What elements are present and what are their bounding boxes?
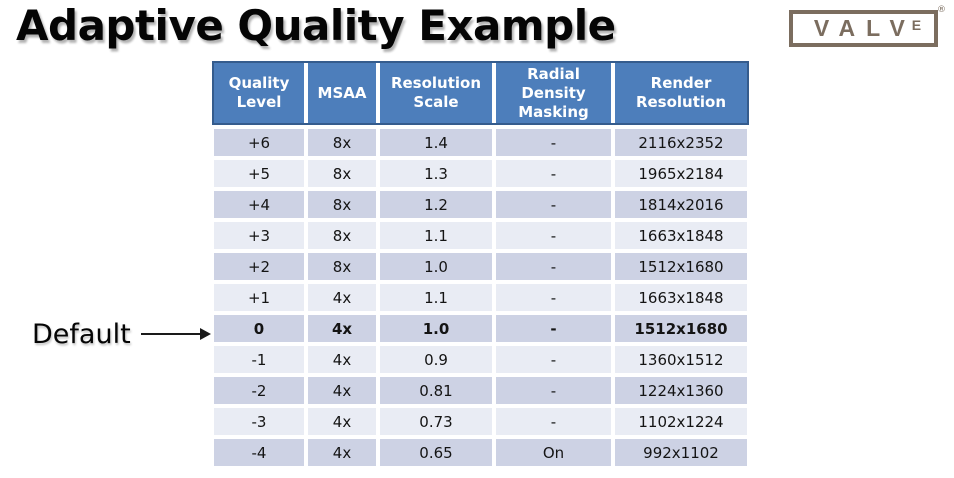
table-cell: On [496,439,611,466]
header-cell: Quality Level [214,63,304,123]
table-header-row: Quality Level MSAA Resolution Scale Radial … [212,61,749,125]
table-cell: -3 [214,408,304,435]
table-cell: 8x [308,191,376,218]
table-cell: 4x [308,439,376,466]
table-cell: 4x [308,315,376,342]
table-cell: 1.0 [380,253,492,280]
table-cell: 1102x1224 [615,408,747,435]
quality-table: Quality Level MSAA Resolution Scale Radial … [212,61,954,466]
page-title: Adaptive Quality Example [16,1,616,50]
valve-logo-box: VALV E [789,10,938,47]
table-cell: 4x [308,408,376,435]
table-cell: 8x [308,253,376,280]
table-cell: - [496,346,611,373]
table-cell: +2 [214,253,304,280]
table-cell: +6 [214,129,304,156]
table-cell: 1512x1680 [615,253,747,280]
table-cell: 1.0 [380,315,492,342]
table-cell: - [496,315,611,342]
default-arrow-head-icon [200,328,211,340]
table-cell: 1360x1512 [615,346,747,373]
table-cell: 1.4 [380,129,492,156]
table-cell: -1 [214,346,304,373]
table-cell: - [496,129,611,156]
table-cell: 4x [308,377,376,404]
registered-trademark-icon: ® [937,5,946,15]
table-cell: 1.1 [380,284,492,311]
table-cell: -4 [214,439,304,466]
table-cell: - [496,253,611,280]
table-cell: 2116x2352 [615,129,747,156]
header-cell: Resolution Scale [380,63,492,123]
header-cell: Radial Density Masking [496,63,611,123]
table-cell: - [496,160,611,187]
valve-logo: VALV E ® [789,5,949,51]
table-body: +6 8x 1.4-2116x2352 +5 8x 1.3-1965x2184 +4 8x 1.… [214,129,747,466]
header-cell: Render Resolution [615,63,747,123]
table-cell: - [496,377,611,404]
table-cell: 1663x1848 [615,222,747,249]
table-cell: 1965x2184 [615,160,747,187]
table-cell: 1.1 [380,222,492,249]
valve-logo-text: VALV [813,15,916,41]
table-cell: +1 [214,284,304,311]
table-cell: 8x [308,160,376,187]
table-cell: +4 [214,191,304,218]
table-cell: 1512x1680 [615,315,747,342]
table-cell: 8x [308,222,376,249]
default-label: Default [32,319,131,350]
table-cell: 992x1102 [615,439,747,466]
table-cell: - [496,284,611,311]
table-cell: - [496,222,611,249]
table-cell: 8x [308,129,376,156]
table-cell: 4x [308,284,376,311]
table-cell: 0.81 [380,377,492,404]
table-cell: 0.73 [380,408,492,435]
default-arrow-line [141,333,201,335]
table-cell: 1.3 [380,160,492,187]
table-cell: 1.2 [380,191,492,218]
table-cell: -2 [214,377,304,404]
table-cell: 1224x1360 [615,377,747,404]
table-cell: 4x [308,346,376,373]
table-cell: +5 [214,160,304,187]
table-cell: 0.65 [380,439,492,466]
table-cell: 1814x2016 [615,191,747,218]
table-cell: 0 [214,315,304,342]
table-cell: - [496,408,611,435]
valve-logo-e-letter: E [911,16,922,33]
table-cell: - [496,191,611,218]
header-cell: MSAA [308,63,376,123]
table-cell: +3 [214,222,304,249]
table-cell: 0.9 [380,346,492,373]
table-cell: 1663x1848 [615,284,747,311]
